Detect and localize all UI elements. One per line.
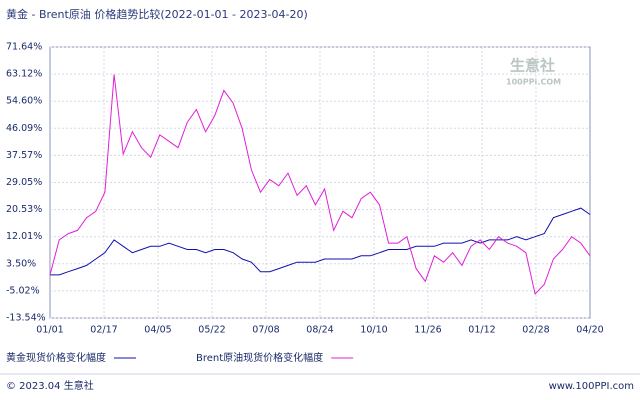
x-tick-label: 01/12 [468, 325, 495, 336]
x-tick-label: 02/28 [522, 325, 549, 336]
y-tick-label: 63.12% [6, 69, 42, 80]
y-tick-label: 12.01% [6, 231, 42, 242]
y-tick-label: 71.64% [6, 42, 42, 53]
series-line [50, 207, 591, 276]
y-tick-label: 54.60% [6, 96, 42, 107]
series-line [49, 74, 591, 296]
watermark: 生意社 [510, 57, 555, 75]
y-tick-label: 3.50% [6, 258, 36, 269]
x-tick-label: 04/05 [144, 325, 171, 336]
footer-left: © 2023.04 生意社 [6, 379, 94, 392]
x-tick-label: 04/20 [576, 325, 603, 336]
y-tick-label: -13.54% [6, 313, 46, 324]
chart-title: 黄金 - Brent原油 价格趋势比较(2022-01-01 - 2023-04… [6, 7, 308, 21]
x-tick-label: 01/01 [36, 325, 63, 336]
x-tick-label: 10/10 [360, 325, 387, 336]
y-tick-label: 20.53% [6, 204, 42, 215]
y-tick-label: 29.05% [6, 177, 42, 188]
footer-right: www.100PPI.com [549, 381, 634, 392]
watermark-url: 100PPI.COM [506, 78, 561, 87]
x-tick-label: 07/08 [252, 325, 279, 336]
legend-label: 黄金现货价格变化幅度 [6, 351, 106, 364]
y-tick-label: -5.02% [6, 285, 40, 296]
x-tick-label: 11/26 [414, 325, 441, 336]
x-tick-label: 02/17 [90, 325, 117, 336]
y-tick-label: 46.09% [6, 123, 42, 134]
x-tick-label: 05/22 [198, 325, 225, 336]
legend-label: Brent原油现货价格变化幅度 [196, 351, 323, 364]
y-tick-label: 37.57% [6, 150, 42, 161]
x-tick-label: 08/24 [306, 325, 333, 336]
